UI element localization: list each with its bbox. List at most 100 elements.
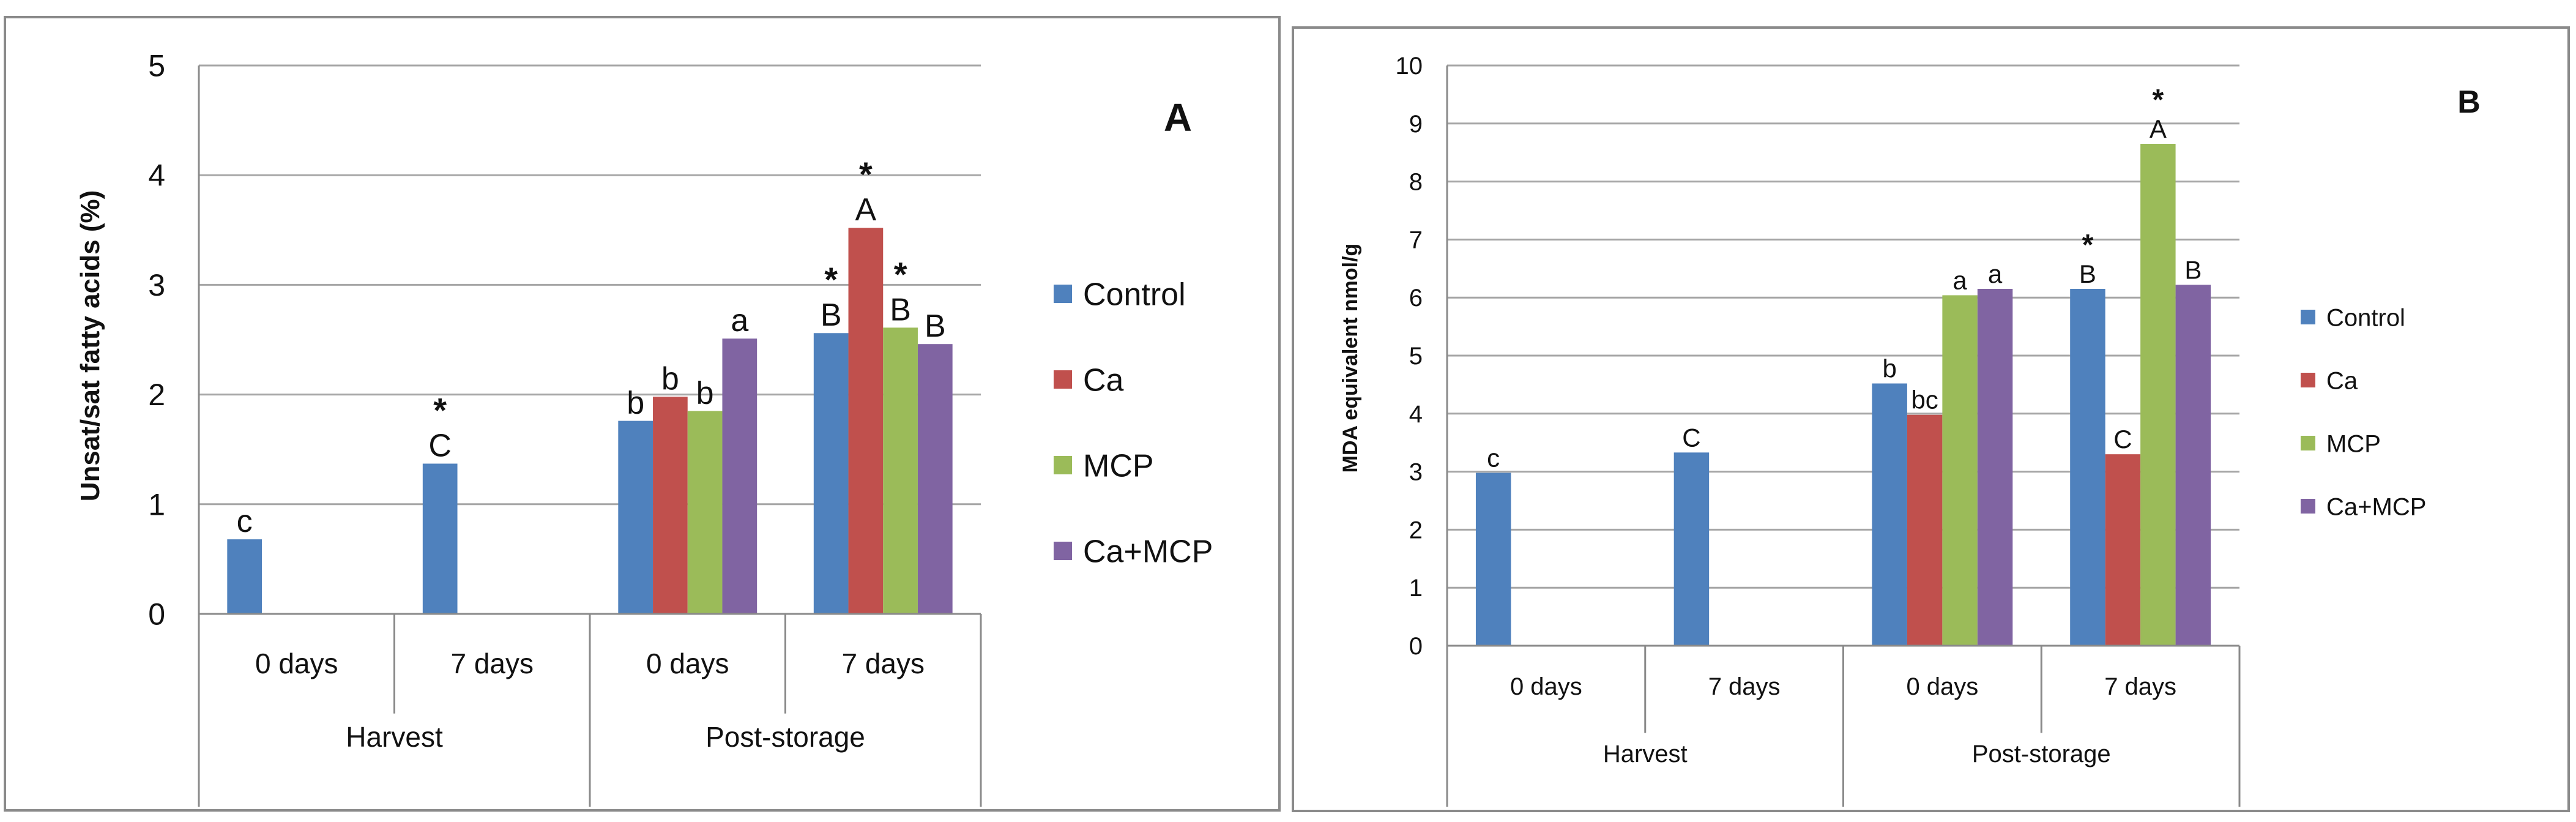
y-tick-label: 0 <box>148 597 165 632</box>
x-category-label: 7 days <box>841 648 925 679</box>
x-category-label: 7 days <box>450 648 534 679</box>
bar-letter-label: C <box>428 428 452 463</box>
panel-b-bars <box>1475 143 2211 646</box>
bar-letter-label: a <box>1952 266 1967 294</box>
y-tick-label: 0 <box>1409 633 1423 660</box>
bar-letter-label: c <box>237 504 253 539</box>
bar-letter-label: b <box>627 386 644 421</box>
bar <box>883 327 918 614</box>
panel-a-label: A <box>1164 95 1192 140</box>
bar <box>1942 295 1978 646</box>
legend-swatch <box>1054 370 1072 389</box>
bar <box>422 463 458 614</box>
bar <box>2105 454 2141 646</box>
bar-letter-label: B <box>2184 255 2202 284</box>
bar-letter-label: A <box>855 192 877 228</box>
legend-swatch <box>2301 373 2315 387</box>
bar-letter-label: A <box>2150 114 2167 143</box>
legend-label: Ca+MCP <box>1083 534 1213 570</box>
bar <box>1977 288 2013 646</box>
y-tick-label: 6 <box>1409 285 1423 312</box>
panel-a-frame <box>4 16 1281 812</box>
y-tick-label: 2 <box>1409 517 1423 544</box>
bar-letter-label: a <box>731 303 748 338</box>
bar <box>2070 288 2105 646</box>
y-tick-label: 7 <box>1409 226 1423 253</box>
bar-letter-label: B <box>2079 260 2096 288</box>
legend-label: Control <box>2326 304 2405 331</box>
x-category-label: 0 days <box>255 648 338 679</box>
bar <box>848 228 884 614</box>
bar-letter-label: b <box>661 361 679 397</box>
legend-label: Ca <box>1083 363 1124 398</box>
y-tick-label: 1 <box>148 487 165 521</box>
y-tick-label: 3 <box>148 268 165 302</box>
bar <box>227 539 262 614</box>
panel-b-label: B <box>2457 84 2481 120</box>
legend-swatch <box>2301 310 2315 324</box>
bar <box>1673 452 1710 646</box>
panel-b-axes: 0 1 2 3 4 5 6 7 8 9 10 0 days 7 days 0 days 7 days Harv… <box>1396 53 2241 807</box>
bar-letter-label: C <box>2113 425 2132 454</box>
bar-letter-label: B <box>821 297 842 333</box>
panel-a: A Unsat/sat fatty acids (%) cC* bB*bA*bB*… <box>4 16 1281 812</box>
x-category-label: 0 days <box>1906 673 1978 700</box>
panel-a-annotations: cC* bB*bA*bB*a B <box>237 155 946 539</box>
legend-swatch <box>1054 456 1072 474</box>
y-tick-label: 4 <box>1409 401 1423 428</box>
significance-star: * <box>433 390 447 429</box>
bar <box>2140 143 2176 646</box>
x-group-label: Post-storage <box>705 721 865 753</box>
y-tick-label: 2 <box>148 378 165 412</box>
y-tick-label: 1 <box>1409 575 1423 602</box>
panel-a-bars <box>227 228 953 614</box>
x-group-label: Harvest <box>346 721 443 753</box>
y-tick-label: 3 <box>1409 459 1423 486</box>
y-tick-label: 9 <box>1409 111 1423 138</box>
bar-letter-label: C <box>1682 423 1700 452</box>
bar-letter-label: B <box>925 308 946 344</box>
bar <box>1907 414 1943 646</box>
bar <box>813 333 849 614</box>
bar <box>722 338 758 614</box>
legend-swatch <box>2301 436 2315 450</box>
legend-label: MCP <box>2326 430 2381 457</box>
panel-b-legend: Control Ca MCP Ca+MCP <box>2301 304 2426 520</box>
bar <box>1872 383 1907 646</box>
panel-a-y-axis-label: Unsat/sat fatty acids (%) <box>75 190 105 502</box>
bar-letter-label: c <box>1487 443 1500 472</box>
bar <box>687 411 723 614</box>
legend-label: Control <box>1083 277 1186 313</box>
panel-a-legend: Control Ca MCP Ca+MCP <box>1054 277 1213 570</box>
legend-swatch <box>1054 285 1072 303</box>
x-group-label: Harvest <box>1603 741 1688 768</box>
y-tick-label: 8 <box>1409 169 1423 196</box>
bar <box>917 344 953 614</box>
bar <box>1475 473 1511 646</box>
bar <box>618 420 653 614</box>
x-category-label: 0 days <box>1510 673 1582 700</box>
significance-star: * <box>2153 84 2164 116</box>
y-tick-label: 4 <box>148 159 165 193</box>
legend-swatch <box>1054 542 1072 560</box>
legend-label: Ca+MCP <box>2326 493 2426 520</box>
panel-b-y-axis-label: MDA equivalent nmol/g <box>1339 244 1362 473</box>
bar-letter-label: b <box>1882 354 1896 383</box>
legend-label: Ca <box>2326 367 2358 394</box>
x-category-label: 0 days <box>646 648 729 679</box>
y-tick-label: 5 <box>1409 343 1423 370</box>
significance-star: * <box>859 155 873 193</box>
panel-a-axes: 0 1 2 3 4 5 0 days 7 days 0 days 7 days Harvest Pos… <box>148 49 982 807</box>
significance-star: * <box>2082 229 2094 261</box>
x-category-label: 7 days <box>1708 673 1781 700</box>
bar-letter-label: bc <box>1911 386 1938 414</box>
x-category-label: 7 days <box>2104 673 2176 700</box>
bar-letter-label: b <box>696 375 714 411</box>
y-tick-label: 5 <box>148 49 165 83</box>
legend-swatch <box>2301 499 2315 514</box>
y-tick-label: 10 <box>1396 53 1423 80</box>
